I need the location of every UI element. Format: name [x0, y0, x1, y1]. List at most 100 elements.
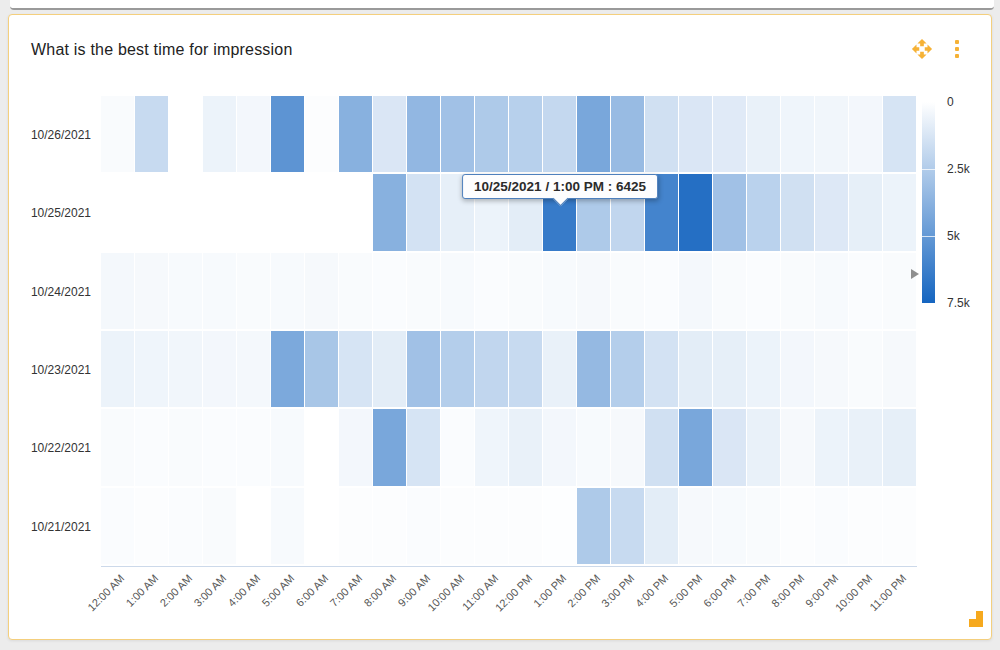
heatmap-cell[interactable]	[849, 96, 882, 172]
heatmap-cell[interactable]	[373, 253, 406, 329]
heatmap-cell[interactable]	[747, 488, 780, 564]
heatmap-cell[interactable]	[781, 331, 814, 407]
heatmap-cell[interactable]	[509, 409, 542, 485]
heatmap-cell[interactable]	[101, 331, 134, 407]
heatmap-cell[interactable]	[441, 331, 474, 407]
heatmap-cell[interactable]	[169, 409, 202, 485]
heatmap-cell[interactable]	[713, 488, 746, 564]
heatmap-cell[interactable]	[815, 331, 848, 407]
heatmap-cell[interactable]	[169, 488, 202, 564]
heatmap-cell[interactable]	[101, 409, 134, 485]
heatmap-cell[interactable]	[849, 409, 882, 485]
heatmap-cell[interactable]	[203, 331, 236, 407]
heatmap-cell[interactable]	[713, 409, 746, 485]
heatmap-cell[interactable]	[815, 174, 848, 250]
heatmap-cell[interactable]	[475, 488, 508, 564]
heatmap-cell[interactable]	[373, 174, 406, 250]
heatmap-cell[interactable]	[373, 409, 406, 485]
heatmap-cell[interactable]	[679, 331, 712, 407]
heatmap-cell[interactable]	[475, 409, 508, 485]
heatmap-cell[interactable]	[509, 96, 542, 172]
heatmap-cell[interactable]	[645, 409, 678, 485]
heatmap-cell[interactable]	[407, 96, 440, 172]
heatmap-cell[interactable]	[883, 253, 916, 329]
heatmap-cell[interactable]	[407, 331, 440, 407]
heatmap-cell[interactable]	[713, 253, 746, 329]
heatmap-cell[interactable]	[407, 409, 440, 485]
heatmap-cell[interactable]	[475, 96, 508, 172]
heatmap-cell[interactable]	[203, 488, 236, 564]
heatmap-cell[interactable]	[645, 331, 678, 407]
heatmap-cell[interactable]	[883, 96, 916, 172]
heatmap-cell[interactable]	[237, 488, 270, 564]
heatmap-cell[interactable]	[373, 96, 406, 172]
heatmap-cell[interactable]	[747, 409, 780, 485]
heatmap-cell[interactable]	[577, 96, 610, 172]
heatmap-cell[interactable]	[713, 174, 746, 250]
heatmap-cell[interactable]	[441, 96, 474, 172]
heatmap-cell[interactable]	[747, 253, 780, 329]
heatmap-cell[interactable]	[339, 409, 372, 485]
heatmap-cell[interactable]	[135, 488, 168, 564]
heatmap-cell[interactable]	[747, 96, 780, 172]
heatmap-cell[interactable]	[237, 331, 270, 407]
heatmap-cell[interactable]	[577, 409, 610, 485]
heatmap-cell[interactable]	[679, 409, 712, 485]
heatmap-cell[interactable]	[271, 409, 304, 485]
heatmap-cell[interactable]	[849, 331, 882, 407]
heatmap-cell[interactable]	[815, 253, 848, 329]
heatmap-cell[interactable]	[577, 253, 610, 329]
heatmap-cell[interactable]	[679, 174, 712, 250]
heatmap-cell[interactable]	[645, 96, 678, 172]
heatmap-cell[interactable]	[543, 96, 576, 172]
heatmap-cell[interactable]	[271, 331, 304, 407]
heatmap-cell[interactable]	[509, 253, 542, 329]
heatmap-cell[interactable]	[883, 174, 916, 250]
heatmap-cell[interactable]	[747, 174, 780, 250]
heatmap-cell[interactable]	[135, 409, 168, 485]
heatmap-cell[interactable]	[237, 96, 270, 172]
heatmap-cell[interactable]	[169, 96, 202, 172]
heatmap-cell[interactable]	[543, 331, 576, 407]
heatmap-cell[interactable]	[781, 96, 814, 172]
heatmap-cell[interactable]	[407, 174, 440, 250]
heatmap-cell[interactable]	[509, 488, 542, 564]
heatmap-cell[interactable]	[305, 331, 338, 407]
heatmap-cell[interactable]	[883, 331, 916, 407]
heatmap-cell[interactable]	[441, 488, 474, 564]
heatmap-cell[interactable]	[169, 253, 202, 329]
heatmap-cell[interactable]	[101, 96, 134, 172]
heatmap-cell[interactable]	[441, 409, 474, 485]
heatmap-cell[interactable]	[271, 96, 304, 172]
heatmap-cell[interactable]	[135, 253, 168, 329]
heatmap-cell[interactable]	[407, 253, 440, 329]
heatmap-cell[interactable]	[849, 488, 882, 564]
heatmap-cell[interactable]	[883, 488, 916, 564]
resize-handle[interactable]	[969, 611, 983, 627]
heatmap-cell[interactable]	[305, 409, 338, 485]
heatmap-cell[interactable]	[781, 409, 814, 485]
heatmap-cell[interactable]	[611, 409, 644, 485]
heatmap-cell[interactable]	[543, 253, 576, 329]
heatmap-cell[interactable]	[883, 409, 916, 485]
heatmap-cell[interactable]	[781, 174, 814, 250]
heatmap-cell[interactable]	[645, 488, 678, 564]
heatmap-cell[interactable]	[101, 488, 134, 564]
heatmap-cell[interactable]	[713, 331, 746, 407]
heatmap-cell[interactable]	[271, 253, 304, 329]
heatmap-cell[interactable]	[611, 96, 644, 172]
heatmap-cell[interactable]	[577, 488, 610, 564]
heatmap-cell[interactable]	[815, 96, 848, 172]
heatmap-cell[interactable]	[203, 96, 236, 172]
heatmap-cell[interactable]	[849, 174, 882, 250]
heatmap-cell[interactable]	[679, 96, 712, 172]
heatmap-cell[interactable]	[611, 331, 644, 407]
heatmap-cell[interactable]	[203, 253, 236, 329]
heatmap-cell[interactable]	[101, 253, 134, 329]
heatmap-cell[interactable]	[849, 253, 882, 329]
heatmap-cell[interactable]	[747, 331, 780, 407]
heatmap-cell[interactable]	[135, 96, 168, 172]
heatmap-cell[interactable]	[237, 409, 270, 485]
heatmap-cell[interactable]	[203, 409, 236, 485]
heatmap-cell[interactable]	[305, 96, 338, 172]
